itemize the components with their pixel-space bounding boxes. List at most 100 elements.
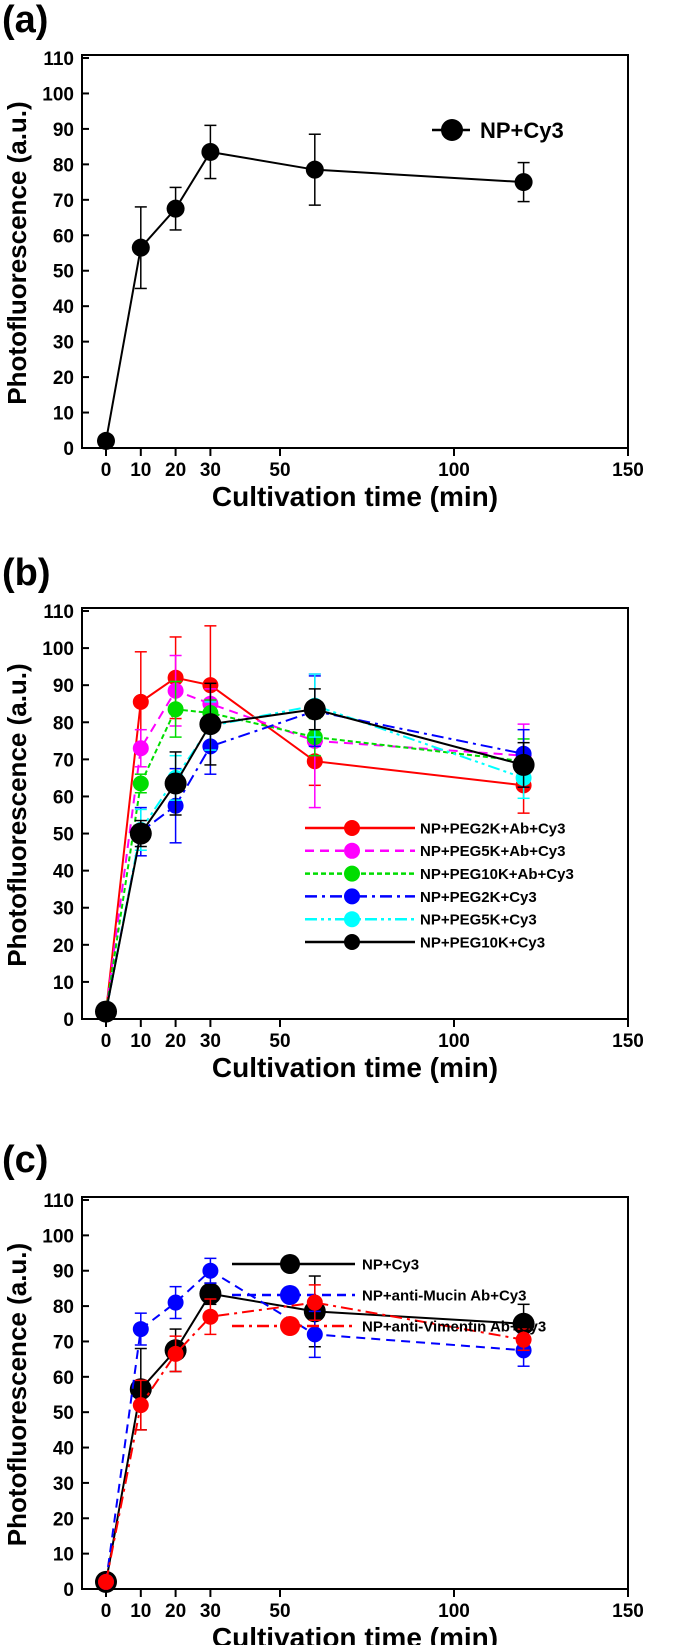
y-tick-label: 50: [53, 1403, 74, 1424]
legend-label: NP+PEG10K+Ab+Cy3: [420, 866, 574, 883]
data-point: [132, 775, 149, 792]
legend-label: NP+anti-Vimentin Ab+Cy3: [362, 1318, 546, 1335]
legend-label: NP+Cy3: [480, 118, 564, 143]
legend-marker: [344, 888, 360, 905]
x-tick-label: 100: [438, 460, 470, 481]
y-tick-label: 100: [42, 1226, 74, 1247]
legend-entry: NP+anti-Mucin Ab+Cy3: [232, 1285, 526, 1305]
legend-label: NP+PEG5K+Ab+Cy3: [420, 843, 565, 860]
x-tick-label: 150: [612, 1031, 644, 1052]
data-point: [132, 740, 149, 757]
y-tick-label: 30: [53, 333, 74, 354]
panel-label: (a): [2, 0, 48, 41]
y-tick-label: 50: [53, 262, 74, 283]
data-point: [97, 431, 115, 450]
series-line: [105, 1292, 524, 1583]
legend-marker: [344, 820, 360, 836]
y-tick-label: 10: [53, 1545, 74, 1566]
y-tick-label: 40: [53, 862, 74, 883]
data-point: [305, 160, 324, 179]
y-tick-label: 110: [43, 49, 74, 70]
y-tick-label: 0: [63, 439, 74, 460]
legend-marker: [280, 1285, 300, 1305]
data-point: [303, 698, 326, 721]
legend-entry: NP+PEG10K+Ab+Cy3: [305, 865, 574, 883]
y-tick-label: 100: [42, 84, 74, 105]
y-tick-label: 0: [63, 1010, 74, 1031]
series-0: [97, 124, 533, 450]
y-tick-label: 70: [53, 1332, 74, 1353]
data-point: [167, 701, 184, 718]
data-point: [512, 753, 535, 776]
y-tick-label: 110: [43, 602, 74, 623]
legend-marker: [280, 1316, 300, 1336]
data-point: [95, 1000, 117, 1023]
data-point: [132, 693, 149, 710]
y-tick-label: 0: [63, 1580, 74, 1601]
panel-c: (c) 0 10 20 30 40 50 60 70 80 90 100 110 0 10 20 30 50 100…: [2, 1139, 644, 1645]
y-tick-label: 60: [53, 787, 74, 808]
data-point: [514, 173, 533, 192]
y-tick-label: 10: [53, 973, 74, 994]
series-line: [105, 1301, 524, 1583]
plot-frame: [81, 1196, 629, 1590]
panel-label: (c): [2, 1139, 48, 1181]
legend-entry: NP+PEG2K+Cy3: [305, 888, 537, 906]
x-tick-label: 10: [130, 1601, 151, 1622]
x-tick-label: 100: [438, 1031, 470, 1052]
x-tick-label: 30: [200, 460, 221, 481]
data-point: [306, 1326, 323, 1343]
legend-marker: [344, 911, 360, 928]
series-line: [105, 708, 524, 1012]
x-tick-label: 50: [269, 460, 290, 481]
data-point: [202, 1262, 219, 1279]
legend-entry: NP+PEG5K+Cy3: [305, 911, 537, 929]
legend-entry: NP+Cy3: [432, 118, 564, 143]
x-tick-label: 50: [269, 1031, 290, 1052]
y-tick-label: 20: [53, 368, 74, 389]
data-point: [201, 142, 220, 161]
x-tick-label: 100: [438, 1601, 470, 1622]
legend-label: NP+PEG2K+Cy3: [420, 889, 537, 906]
legend-entry: NP+PEG10K+Cy3: [305, 934, 545, 951]
data-point: [129, 822, 152, 845]
series-line: [105, 1269, 524, 1583]
panel-a: (a) 0 10 20 30 40 50 60 70 80 90 100 110 0 10 20 30 50 100…: [2, 0, 644, 512]
panel-b: (b) 0 10 20 30 40 50 60 70 80 90 100 110 0 10 20 30 50 100…: [2, 552, 644, 1083]
series-5: [95, 682, 535, 1023]
y-tick-label: 80: [53, 1297, 74, 1318]
legend-marker: [344, 934, 360, 950]
y-tick-label: 30: [53, 1474, 74, 1495]
data-point: [167, 1294, 184, 1311]
x-tick-label: 20: [165, 1031, 186, 1052]
legend-label: NP+Cy3: [362, 1256, 419, 1273]
x-tick-label: 30: [200, 1031, 221, 1052]
x-tick-label: 150: [612, 1601, 644, 1622]
data-point: [306, 1294, 323, 1311]
legend-label: NP+PEG2K+Ab+Cy3: [420, 820, 565, 837]
x-tick-label: 10: [130, 460, 151, 481]
x-tick-label: 0: [101, 1031, 112, 1052]
data-point: [166, 199, 185, 218]
y-tick-label: 80: [53, 155, 74, 176]
series-line: [105, 708, 524, 1012]
y-tick-label: 70: [53, 191, 74, 212]
data-point: [132, 1397, 149, 1414]
x-axis-label: Cultivation time (min): [212, 1622, 498, 1645]
legend-entry: NP+Cy3: [232, 1254, 419, 1274]
legend-marker: [344, 865, 360, 882]
y-tick-label: 10: [53, 404, 74, 425]
legend-marker: [280, 1254, 300, 1274]
x-tick-label: 10: [130, 1031, 151, 1052]
legend-label: NP+anti-Mucin Ab+Cy3: [362, 1287, 526, 1304]
x-tick-label: 20: [165, 460, 186, 481]
legend-marker: [441, 119, 463, 141]
y-tick-label: 40: [53, 297, 74, 318]
x-tick-label: 30: [200, 1601, 221, 1622]
data-point: [98, 1573, 114, 1590]
legend-entry: NP+anti-Vimentin Ab+Cy3: [232, 1316, 546, 1336]
y-tick-label: 60: [53, 226, 74, 247]
y-tick-label: 90: [53, 120, 74, 141]
